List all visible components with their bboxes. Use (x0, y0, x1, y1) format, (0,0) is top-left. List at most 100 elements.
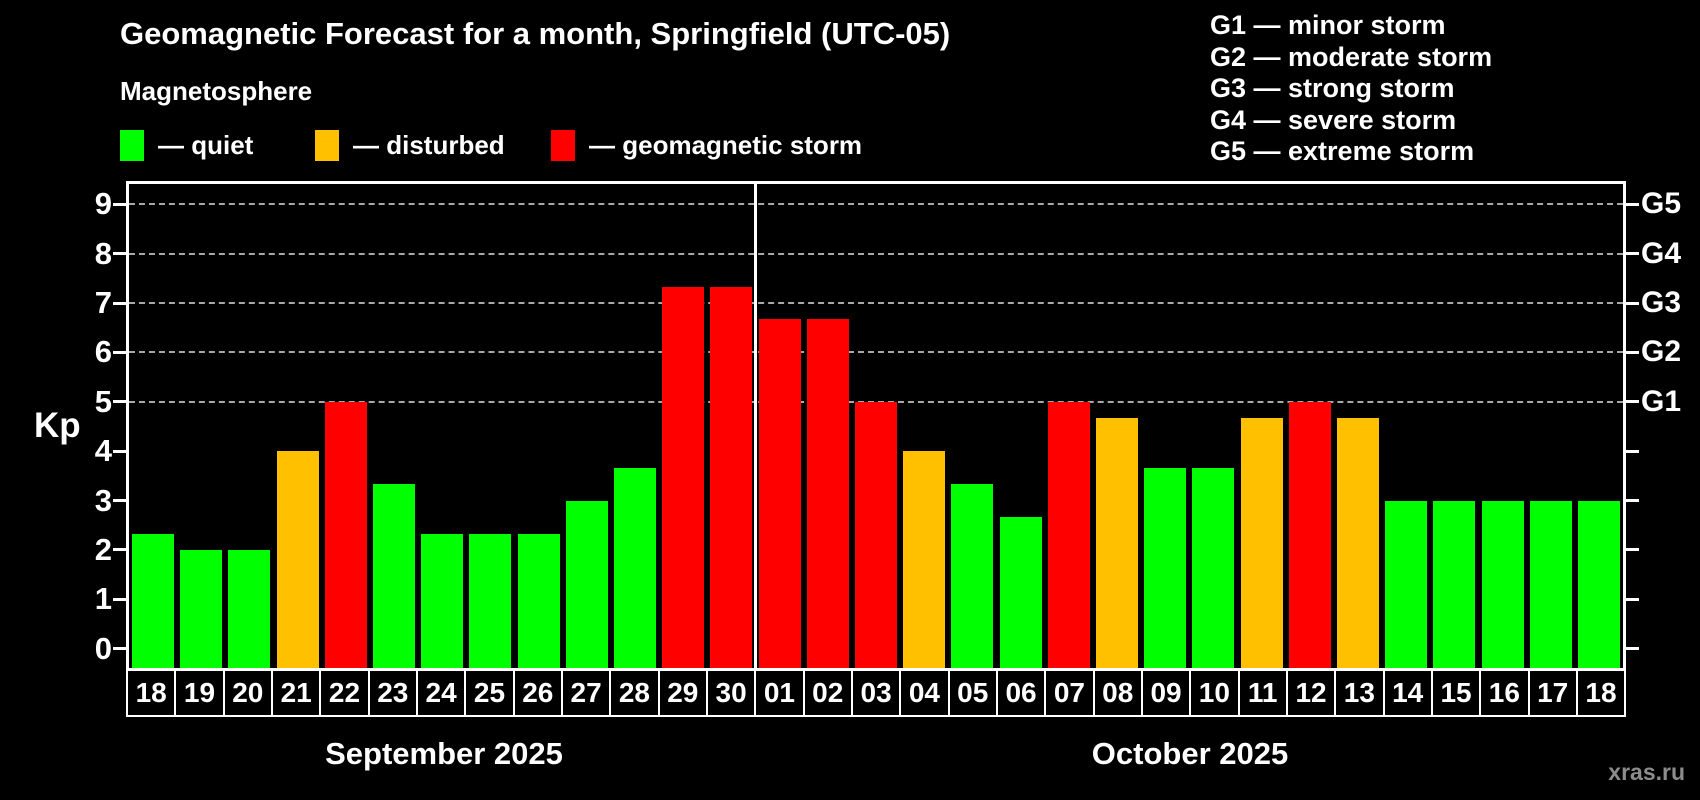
day-label: 07 (1044, 669, 1095, 717)
day-label: 12 (1285, 669, 1337, 717)
y-axis-tick-left (113, 647, 126, 651)
kp-bar-day-07 (1047, 401, 1090, 668)
y-axis-tick-right (1626, 499, 1639, 503)
legend-item-label: — disturbed (353, 130, 505, 160)
g-axis-label-G1: G1 (1641, 384, 1682, 418)
g-scale-legend-line: G5 — extreme storm (1210, 136, 1475, 167)
y-axis-tick-left (113, 449, 126, 453)
g-axis-label-G3: G3 (1641, 286, 1682, 320)
plot-inner (129, 184, 1623, 668)
kp-bar-day-02 (806, 319, 849, 668)
gridline-kp-6 (129, 351, 1623, 354)
day-label: 25 (464, 669, 515, 717)
kp-bar-day-29 (662, 286, 705, 668)
kp-bar-day-19 (180, 549, 223, 668)
g-axis-label-G2: G2 (1641, 335, 1682, 369)
day-label: 15 (1430, 669, 1482, 717)
day-label: 04 (899, 669, 950, 717)
day-label: 26 (512, 669, 563, 717)
gridline-kp-8 (129, 252, 1623, 255)
y-axis-tick-right (1626, 548, 1639, 552)
y-axis-tick-left (113, 202, 126, 206)
kp-bar-day-14 (1385, 500, 1428, 668)
y-tick-label-0: 0 (94, 630, 112, 666)
kp-bar-day-01 (758, 319, 801, 668)
watermark: xras.ru (1608, 759, 1685, 785)
gridline-kp-7 (129, 302, 1623, 305)
y-tick-label-6: 6 (94, 334, 112, 370)
y-axis-tick-right (1626, 647, 1639, 651)
kp-bar-day-22 (324, 401, 367, 668)
g-scale-legend: G1 — minor storm G2 — moderate storm G3 … (1210, 10, 1492, 168)
day-label: 29 (657, 669, 708, 717)
day-label: 23 (367, 669, 418, 717)
kp-bar-day-26 (517, 533, 560, 668)
legend-item-disturbed: — disturbed (315, 130, 505, 161)
day-label: 21 (270, 669, 322, 717)
g-scale-legend-line: G3 — strong storm (1210, 73, 1455, 104)
g-scale-legend-line: G1 — minor storm (1210, 10, 1446, 40)
y-axis-tick-left (113, 350, 126, 354)
kp-bar-day-25 (469, 533, 512, 668)
y-tick-label-7: 7 (94, 285, 112, 321)
kp-bar-day-16 (1481, 500, 1524, 668)
kp-bar-day-18 (1577, 500, 1620, 668)
kp-bar-day-12 (1288, 401, 1331, 668)
day-label: 11 (1237, 669, 1288, 717)
day-label: 13 (1334, 669, 1385, 717)
kp-bar-day-15 (1433, 500, 1476, 668)
kp-bar-day-09 (1144, 467, 1187, 668)
y-axis-tick-right (1626, 202, 1639, 206)
day-label: 09 (1140, 669, 1192, 717)
month-label-october: October 2025 (1091, 736, 1289, 771)
y-axis-tick-right (1626, 597, 1639, 601)
plot-area (126, 181, 1626, 671)
day-label: 02 (802, 669, 853, 717)
legend-title: Magnetosphere (120, 76, 313, 106)
day-label: 28 (609, 669, 660, 717)
g-scale-legend-line: G4 — severe storm (1210, 104, 1457, 135)
day-label: 01 (754, 669, 805, 717)
g-axis-label-G4: G4 (1641, 236, 1682, 270)
y-axis-tick-left (113, 252, 126, 256)
kp-bar-day-04 (903, 451, 946, 668)
day-label: 20 (222, 669, 273, 717)
day-label: 08 (1092, 669, 1143, 717)
y-axis-tick-right (1626, 400, 1639, 404)
page-title: Geomagnetic Forecast for a month, Spring… (120, 16, 951, 51)
kp-bar-day-05 (951, 484, 994, 668)
legend-item-label: — geomagnetic storm (589, 130, 863, 160)
y-axis-tick-left (113, 548, 126, 552)
y-axis-title: Kp (34, 406, 81, 445)
kp-bar-day-23 (373, 484, 416, 668)
kp-bar-day-20 (228, 549, 271, 668)
kp-bar-day-13 (1336, 418, 1379, 668)
kp-bar-day-17 (1529, 500, 1572, 668)
kp-bar-day-11 (1240, 418, 1283, 668)
disturbed-color-swatch (315, 130, 339, 161)
legend-item-storm: — geomagnetic storm (551, 130, 862, 161)
legend-item-quiet: — quiet (120, 130, 253, 161)
y-axis-tick-left (113, 597, 126, 601)
day-label: 16 (1479, 669, 1530, 717)
day-label: 22 (319, 669, 370, 717)
g-axis-label-G5: G5 (1641, 187, 1682, 221)
day-label: 06 (995, 669, 1047, 717)
y-tick-label-4: 4 (94, 433, 112, 469)
y-tick-label-5: 5 (94, 383, 112, 419)
kp-bar-day-24 (421, 533, 464, 668)
kp-bar-day-27 (565, 500, 608, 668)
y-tick-label-8: 8 (94, 235, 112, 271)
day-label: 17 (1527, 669, 1578, 717)
y-axis-tick-left (113, 301, 126, 305)
day-label: 24 (415, 669, 467, 717)
kp-bar-day-10 (1192, 467, 1235, 668)
y-axis-tick-right (1626, 301, 1639, 305)
kp-bar-day-30 (710, 286, 753, 668)
kp-bar-day-21 (276, 451, 319, 668)
y-tick-label-1: 1 (94, 581, 112, 617)
day-label: 30 (705, 669, 757, 717)
y-tick-label-9: 9 (94, 186, 112, 222)
x-axis-day-labels: 18 19 20 21 22 23 24 25 26 27 28 29 30 01 02 03 04 05 06 07… (126, 669, 1627, 717)
day-label: 05 (947, 669, 998, 717)
